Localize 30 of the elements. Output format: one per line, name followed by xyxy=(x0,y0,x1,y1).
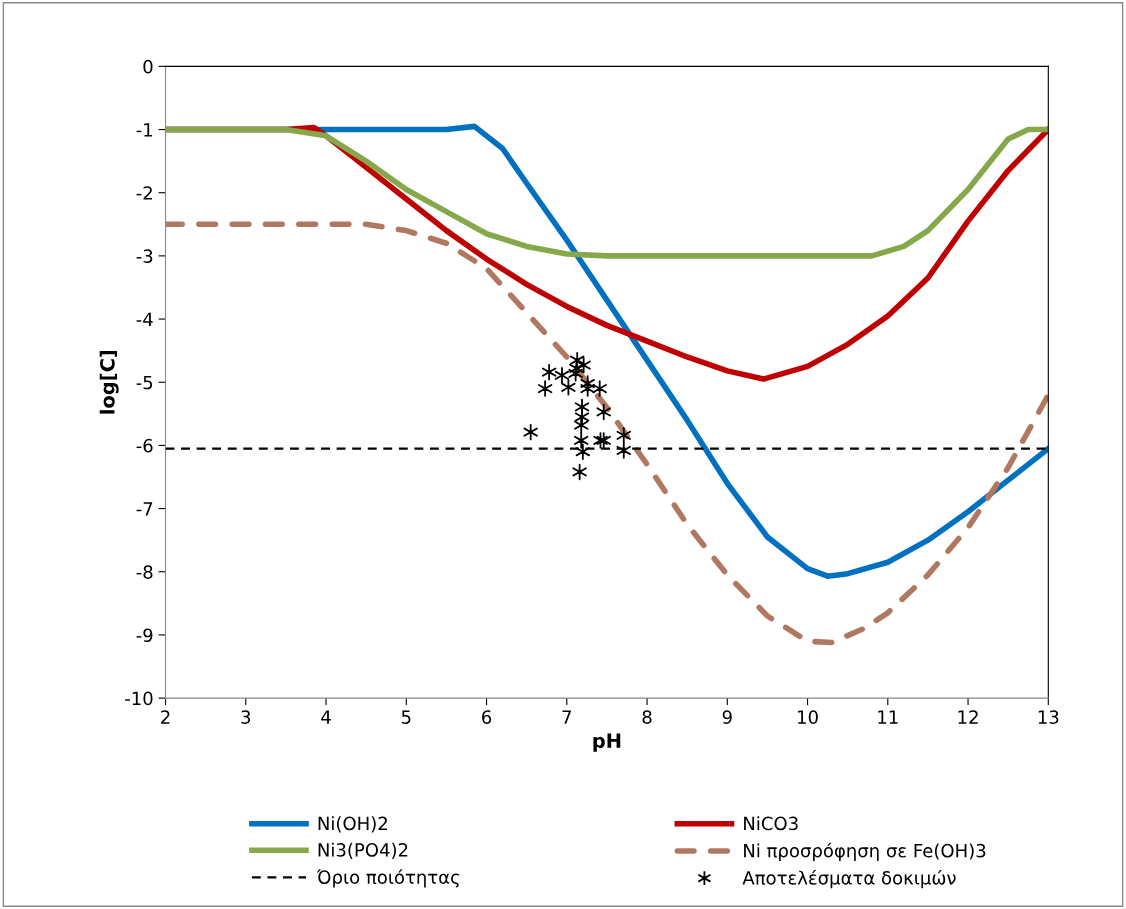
y-tick-label: -9 xyxy=(136,628,153,643)
x-tick-label: 7 xyxy=(562,710,571,724)
x-tick-label: 3 xyxy=(241,710,251,724)
x-tick-label: 4 xyxy=(321,710,331,724)
legend-label: Ni προσρόφηση σε Fe(OH)3 xyxy=(744,842,986,861)
y-tick-label: -1 xyxy=(136,123,153,137)
y-tick-label: -3 xyxy=(136,249,153,263)
y-tick-label: -4 xyxy=(136,312,153,326)
x-tick-label: 12 xyxy=(958,710,978,724)
y-tick-label: -8 xyxy=(136,565,153,579)
x-axis-title: pH xyxy=(593,733,621,752)
y-tick-label: -5 xyxy=(136,375,153,390)
x-tick-label: 11 xyxy=(878,710,898,724)
x-tick-label: 6 xyxy=(482,710,492,724)
legend-label: Ni3(PO4)2 xyxy=(318,842,408,859)
legend-label: NiCO3 xyxy=(744,816,798,831)
y-tick-label: -2 xyxy=(136,186,152,200)
x-tick-label: 5 xyxy=(401,710,411,724)
y-tick-label: -6 xyxy=(136,438,153,453)
x-tick-label: 8 xyxy=(642,710,652,724)
x-tick-label: 2 xyxy=(161,710,170,724)
x-tick-label: 10 xyxy=(798,710,818,724)
y-tick-label: -10 xyxy=(125,691,153,706)
y-tick-label: -7 xyxy=(136,502,153,516)
legend-label: Όριο ποιότητας xyxy=(316,869,459,888)
y-axis-title: log[C] xyxy=(99,350,119,414)
legend-label: Ni(OH)2 xyxy=(318,816,387,833)
y-tick-label: 0 xyxy=(143,59,153,74)
x-tick-label: 13 xyxy=(1038,710,1059,724)
x-tick-label: 9 xyxy=(722,710,732,724)
